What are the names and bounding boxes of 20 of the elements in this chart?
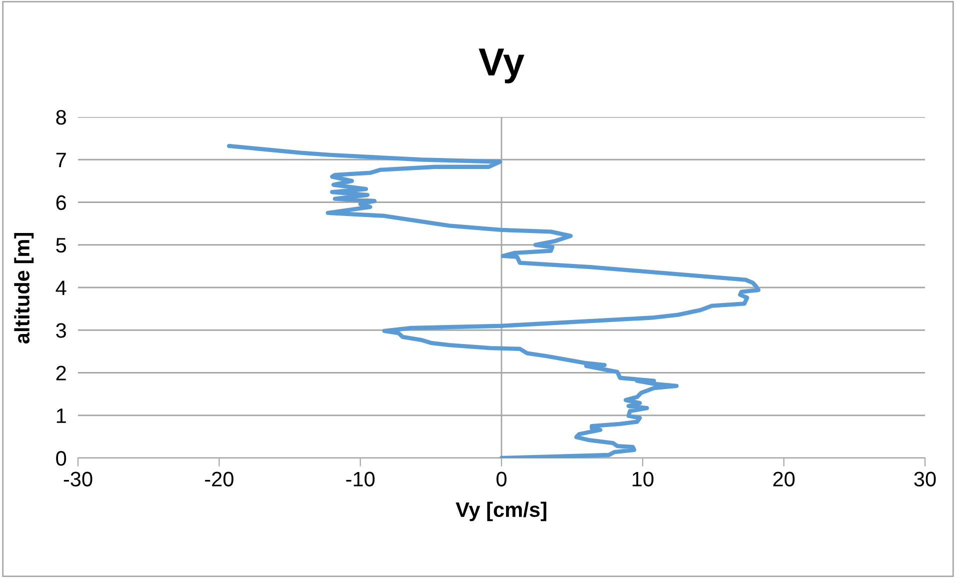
x-tick-label: -30 [64,472,92,486]
y-tick-label: 4 [56,280,66,296]
x-tick-label: 0 [496,472,506,486]
x-tick-label: 30 [914,472,936,486]
y-tick-label: 0 [56,451,66,466]
x-axis-title: Vy [cm/s] [456,502,546,522]
y-tick-label: 7 [56,152,66,168]
line-series [226,144,761,458]
x-tick-label: 20 [773,472,795,486]
y-tick-label: 1 [56,408,66,423]
y-tick-label: 2 [56,366,66,380]
y-axis-title: altitude [m] [14,233,34,344]
y-tick-label: 3 [56,323,66,338]
y-tick-label: 5 [56,238,66,253]
x-tick-label: -20 [205,472,234,486]
x-tick-label: -10 [346,472,375,486]
chart-title: Vy [478,48,524,84]
y-tick-label: 8 [56,110,66,125]
y-tick-label: 6 [56,195,66,210]
x-tick-label: 10 [632,472,654,486]
